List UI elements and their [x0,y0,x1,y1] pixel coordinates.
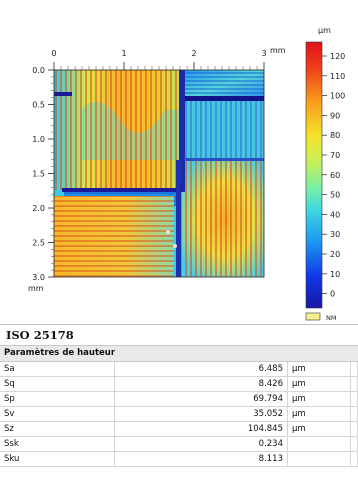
param-spacer [350,421,358,437]
param-unit: µm [287,421,351,437]
colorbar-tick-label: 20 [330,250,340,259]
param-value: 8.426 [114,376,288,392]
param-unit: µm [287,406,351,422]
param-name: Sku [0,451,115,467]
y-axis-unit: mm [28,284,44,293]
colorbar-tick-label: 70 [330,151,340,160]
surface-map-panel: 0 1 2 3 0.0 0.5 1.0 1.5 2.0 2.5 3.0 mm mm µm 120 1… [28,26,346,322]
param-value: 35.052 [114,406,288,422]
colorbar-tick-label: 10 [330,270,340,279]
standard-header: ISO 25178 [0,325,358,346]
table-row: Ssk 0.234 [0,436,358,452]
param-unit [287,451,351,467]
surface-height-map: 0 1 2 3 0.0 0.5 1.0 1.5 2.0 2.5 3.0 mm mm µm 120 1… [28,26,345,322]
table-row: Sku 8.113 [0,451,358,467]
colorbar-tick-label: 80 [330,131,340,140]
table-row: Sp 69.794 µm [0,391,358,407]
param-unit: µm [287,376,351,392]
param-name: Sa [0,362,115,377]
y-tick-label: 0.0 [32,66,45,75]
y-axis-ticks: 0.0 0.5 1.0 1.5 2.0 2.5 3.0 [32,66,54,282]
param-name: Sq [0,376,115,392]
y-tick-label: 1.5 [32,170,45,179]
y-tick-label: 3.0 [32,273,45,282]
parameters-panel: ISO 25178 Paramètres de hauteur Sa 6.485 µ… [0,324,358,495]
colorbar [305,41,323,309]
colorbar-tick-label: 120 [330,52,345,61]
param-name: Sz [0,421,115,437]
param-value: 104.845 [114,421,288,437]
param-name: Ssk [0,436,115,452]
colorbar-tick-label: 110 [330,72,345,81]
colorbar-tick-label: 60 [330,171,340,180]
param-unit: µm [287,391,351,407]
x-axis-ticks: 0 1 2 3 [51,49,267,70]
colorbar-tick-label: 90 [330,111,340,120]
colorbar-tick-label: 30 [330,230,340,239]
y-tick-label: 1.0 [32,135,45,144]
colorbar-tick-label: 50 [330,191,340,200]
param-value: 69.794 [114,391,288,407]
x-axis-unit: mm [270,46,286,55]
parameters-table: Sa 6.485 µm Sq 8.426 µm Sp 69.794 µm Sv 35.052 µm Sz… [0,362,358,467]
nm-legend-label: NM [326,314,336,322]
param-spacer [350,362,358,377]
param-value: 8.113 [114,451,288,467]
param-spacer [350,436,358,452]
table-row: Sq 8.426 µm [0,376,358,392]
param-spacer [350,451,358,467]
x-tick-label: 1 [121,49,126,58]
y-tick-label: 0.5 [32,101,45,110]
colorbar-tick-label: 100 [330,92,345,101]
param-value: 6.485 [114,362,288,377]
x-tick-label: 0 [51,49,56,58]
x-tick-label: 2 [191,49,196,58]
param-spacer [350,391,358,407]
param-spacer [350,406,358,422]
param-unit [287,436,351,452]
colorbar-unit: µm [318,26,331,35]
param-spacer [350,376,358,392]
param-name: Sp [0,391,115,407]
height-map-image [54,70,264,277]
colorbar-tick-label: 0 [330,290,335,299]
group-header: Paramètres de hauteur [0,346,358,362]
table-row: Sz 104.845 µm [0,421,358,437]
param-value: 0.234 [114,436,288,452]
colorbar-tick-label: 40 [330,210,340,219]
table-row: Sa 6.485 µm [0,362,358,377]
y-tick-label: 2.0 [32,204,45,213]
param-name: Sv [0,406,115,422]
table-row: Sv 35.052 µm [0,406,358,422]
param-unit: µm [287,362,351,377]
nm-legend-swatch [305,312,321,321]
y-tick-label: 2.5 [32,239,45,248]
x-tick-label: 3 [261,49,266,58]
